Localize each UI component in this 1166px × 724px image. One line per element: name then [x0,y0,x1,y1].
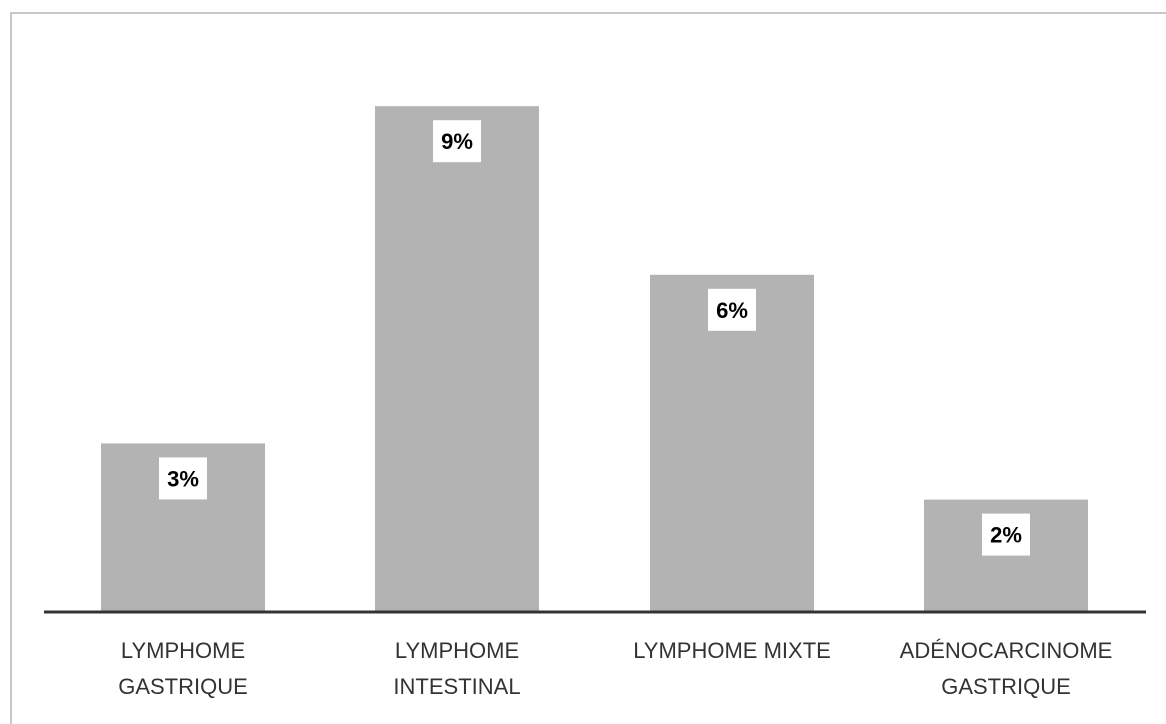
data-label-1: 3% [167,466,199,491]
data-label-box-4 [982,513,1030,556]
category-label-2-line-2: INTESTINAL [393,674,520,699]
category-label-1-line-2: GASTRIQUE [118,674,248,699]
data-label-box-2 [433,120,481,163]
bar-3 [650,274,814,612]
category-label-4-line-1: ADÉNOCARCINOME [900,638,1113,663]
chart-frame [10,12,1166,724]
category-label-1-line-1: LYMPHOME [121,638,245,663]
data-label-box-1 [159,457,207,500]
data-label-3: 6% [716,298,748,323]
category-label-2-line-1: LYMPHOME [395,638,519,663]
data-label-2: 9% [441,129,473,154]
category-label-4-line-2: GASTRIQUE [941,674,1071,699]
bar-2 [375,106,539,612]
data-label-4: 2% [990,523,1022,548]
data-label-box-3 [708,288,756,331]
category-label-3-line-1: LYMPHOME MIXTE [633,638,831,663]
